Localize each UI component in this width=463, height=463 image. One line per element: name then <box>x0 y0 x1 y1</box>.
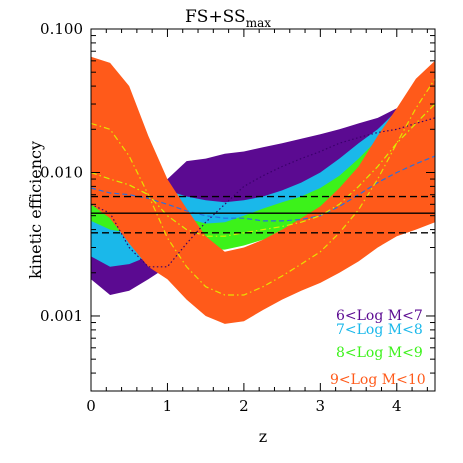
chart-title-subscript: max <box>246 16 272 30</box>
legend: 6<Log M<77<Log M<8 8<Log M<9 9<Log M<10 <box>330 308 426 388</box>
legend-entry-1: 6<Log M<7 <box>336 308 423 324</box>
median-line-series-4 <box>91 78 435 296</box>
median-line-series-3 <box>91 103 435 237</box>
plot-frame <box>90 28 436 392</box>
y-tick-label: 0.001 <box>40 307 83 325</box>
band-series-4 <box>91 56 435 324</box>
legend-entry-4: 9<Log M<10 <box>330 372 426 388</box>
reference-lines-layer <box>91 195 435 234</box>
y-tick-label: 0.010 <box>40 163 83 181</box>
x-tick-label: 0 <box>86 397 96 415</box>
x-axis-label: z <box>259 427 267 446</box>
median-lines-layer <box>91 78 435 296</box>
legend-entry-2: 7<Log M<8 <box>336 322 423 338</box>
bands-layer <box>91 56 435 324</box>
x-tick-label: 1 <box>163 397 173 415</box>
legend-entry-3: 8<Log M<9 <box>336 345 423 361</box>
y-axis-label: kinetic efficiency <box>26 141 45 279</box>
x-tick-label: 4 <box>392 397 402 415</box>
x-tick-label: 3 <box>316 397 326 415</box>
y-axis: 0.100 0.010 0.001 <box>40 20 435 392</box>
y-tick-label: 0.100 <box>40 20 83 38</box>
chart-title: FS+SSmax <box>185 7 271 30</box>
x-tick-label: 2 <box>239 397 249 415</box>
median-line-series-2 <box>91 155 435 222</box>
